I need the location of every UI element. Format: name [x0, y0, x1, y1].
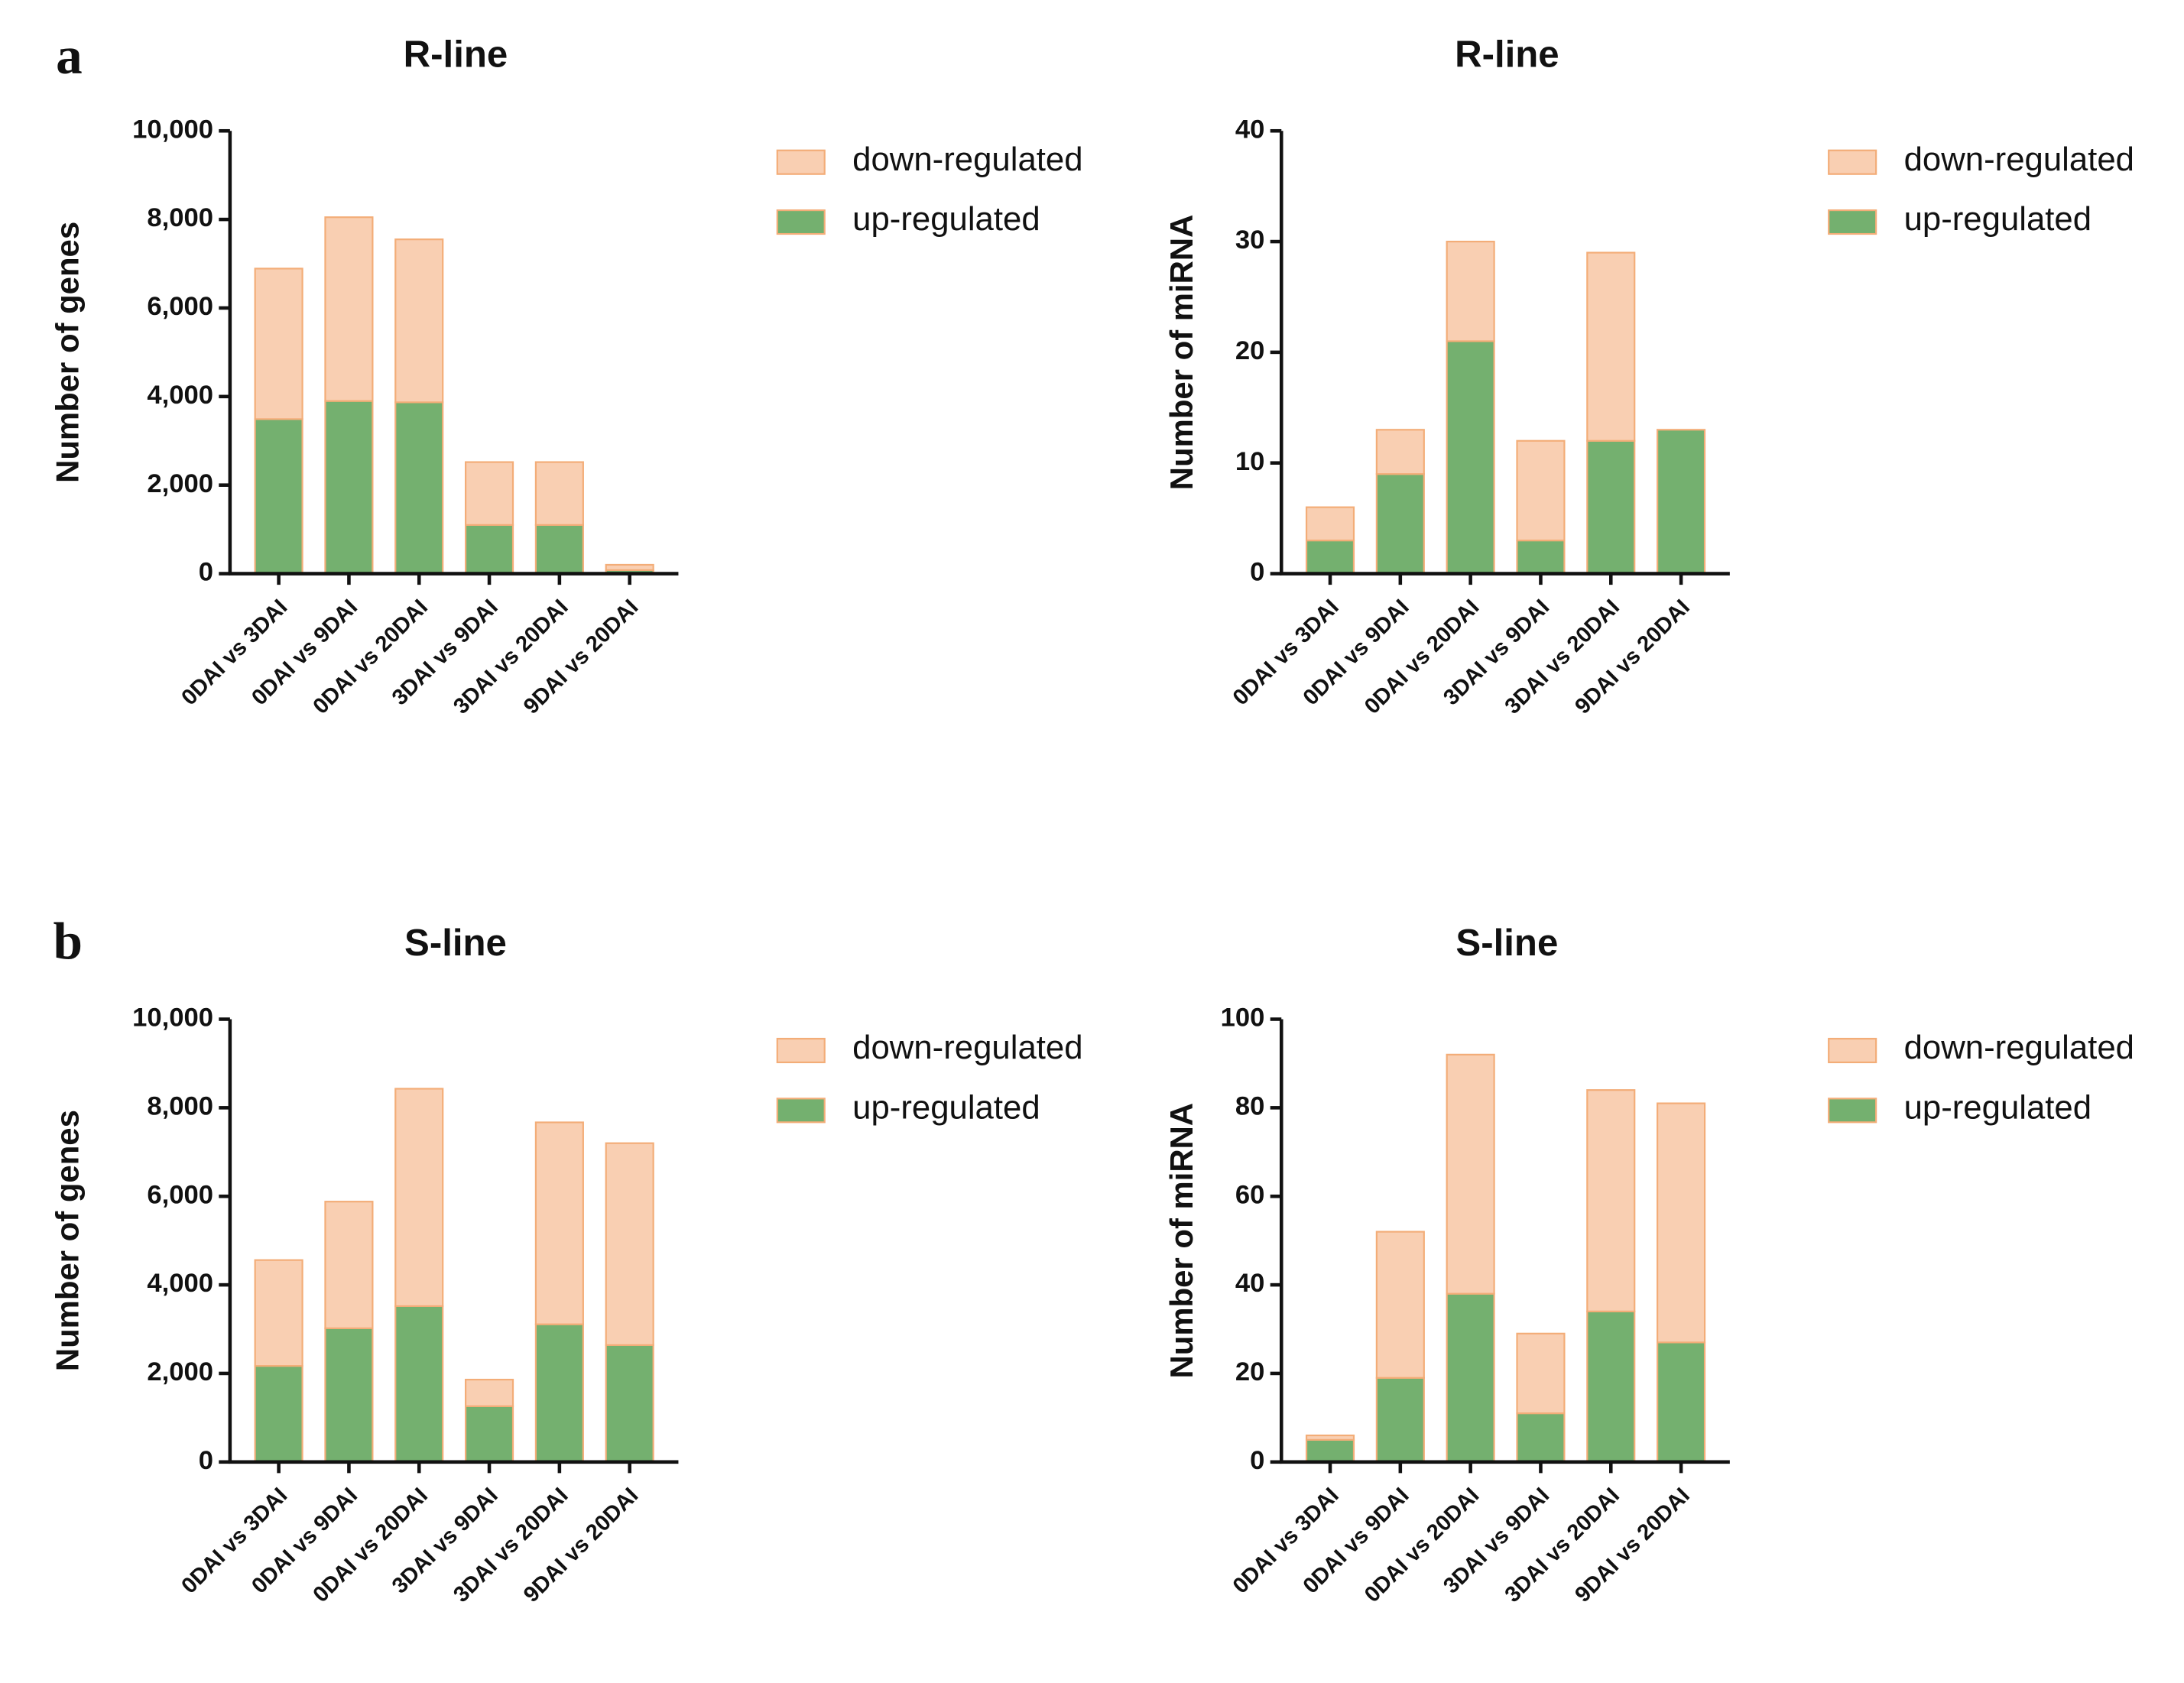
bar-segment — [1586, 1310, 1636, 1463]
y-tick-label: 8,000 — [147, 203, 213, 232]
panel-label: a — [56, 26, 83, 85]
y-tick-label: 20 — [1235, 336, 1265, 365]
legend-label: up-regulated — [852, 1088, 1040, 1126]
bar-segment — [464, 1378, 514, 1407]
y-tick-label: 8,000 — [147, 1092, 213, 1121]
y-tick-label: 80 — [1235, 1092, 1265, 1121]
bar-segment — [254, 268, 303, 420]
bar-segment — [1586, 439, 1636, 575]
bar-segment — [534, 1323, 584, 1463]
bar-segment — [324, 400, 374, 575]
bar-segment — [1516, 540, 1566, 575]
y-tick-label: 30 — [1235, 225, 1265, 255]
legend-swatch — [1828, 1037, 1877, 1064]
bar-segment — [324, 216, 374, 402]
legend-label: up-regulated — [1904, 1088, 2092, 1126]
y-tick-label: 0 — [199, 1446, 213, 1475]
legend-swatch — [1828, 1098, 1877, 1124]
bar-segment — [464, 524, 514, 575]
chart-title: R-line — [1455, 34, 1559, 76]
bar-segment — [254, 1259, 303, 1367]
legend-label: down-regulated — [852, 1029, 1082, 1066]
bar-segment — [1516, 1412, 1566, 1463]
y-axis-label: Number of miRNA — [1163, 215, 1199, 491]
legend-swatch — [1828, 209, 1877, 235]
y-tick-label: 40 — [1235, 115, 1265, 144]
legend-label: up-regulated — [852, 200, 1040, 238]
y-tick-label: 6,000 — [147, 1180, 213, 1209]
y-tick-label: 20 — [1235, 1357, 1265, 1386]
y-tick-label: 6,000 — [147, 292, 213, 321]
y-tick-label: 0 — [1250, 558, 1264, 587]
y-tick-label: 4,000 — [147, 381, 213, 410]
bar-segment — [324, 1201, 374, 1329]
y-tick-label: 10,000 — [132, 115, 213, 144]
bar-segment — [324, 1327, 374, 1463]
legend-swatch — [776, 1037, 826, 1064]
bar-segment — [1657, 429, 1706, 575]
bar-segment — [254, 1365, 303, 1463]
bar-segment — [1586, 1089, 1636, 1312]
bar-segment — [394, 1305, 444, 1463]
bar-segment — [1375, 429, 1425, 475]
panel-label: b — [53, 912, 83, 971]
legend-label: down-regulated — [852, 141, 1082, 178]
y-tick-label: 10,000 — [132, 1004, 213, 1033]
bar-segment — [464, 1405, 514, 1463]
bar-segment — [1375, 473, 1425, 575]
bar-segment — [1446, 340, 1495, 575]
y-axis-label: Number of miRNA — [1163, 1103, 1199, 1379]
bar-segment — [1516, 1332, 1566, 1415]
bar-segment — [534, 461, 584, 526]
bar-segment — [1305, 506, 1355, 542]
y-tick-label: 60 — [1235, 1180, 1265, 1209]
y-tick-label: 2,000 — [147, 469, 213, 498]
chart-title: S-line — [1455, 922, 1558, 964]
bar-segment — [534, 524, 584, 575]
legend-swatch — [776, 149, 826, 175]
bar-segment — [1305, 1434, 1355, 1441]
y-tick-label: 40 — [1235, 1269, 1265, 1298]
bar-segment — [1657, 1341, 1706, 1463]
legend-swatch — [776, 1098, 826, 1124]
bar-segment — [1586, 251, 1636, 442]
legend-label: up-regulated — [1904, 200, 2092, 238]
bar-segment — [1305, 1438, 1355, 1463]
bar-segment — [605, 1142, 654, 1346]
y-tick-label: 100 — [1221, 1004, 1265, 1033]
bar-segment — [394, 1088, 444, 1307]
bar-segment — [1516, 439, 1566, 542]
bar-segment — [1446, 1053, 1495, 1295]
bar-segment — [605, 563, 654, 572]
chart-title: R-line — [404, 34, 508, 76]
y-tick-label: 2,000 — [147, 1357, 213, 1386]
legend-label: down-regulated — [1904, 141, 2134, 178]
y-axis-label: Number of genes — [49, 222, 85, 483]
bar-segment — [254, 418, 303, 575]
bar-segment — [605, 1344, 654, 1463]
legend-label: down-regulated — [1904, 1029, 2134, 1066]
y-tick-label: 10 — [1235, 447, 1265, 476]
bar-segment — [394, 238, 444, 404]
bar-segment — [394, 401, 444, 575]
bar-segment — [1446, 240, 1495, 342]
bar-segment — [1305, 540, 1355, 575]
bar-segment — [1446, 1292, 1495, 1463]
bar-segment — [1375, 1231, 1425, 1379]
bar-segment — [1375, 1377, 1425, 1463]
bar-segment — [1657, 1102, 1706, 1344]
legend-swatch — [776, 209, 826, 235]
y-axis-label: Number of genes — [49, 1110, 85, 1371]
chart-title: S-line — [404, 922, 507, 964]
y-tick-label: 4,000 — [147, 1269, 213, 1298]
legend-swatch — [1828, 149, 1877, 175]
y-tick-label: 0 — [199, 558, 213, 587]
y-tick-label: 0 — [1250, 1446, 1264, 1475]
bar-segment — [464, 461, 514, 526]
bar-segment — [534, 1121, 584, 1325]
